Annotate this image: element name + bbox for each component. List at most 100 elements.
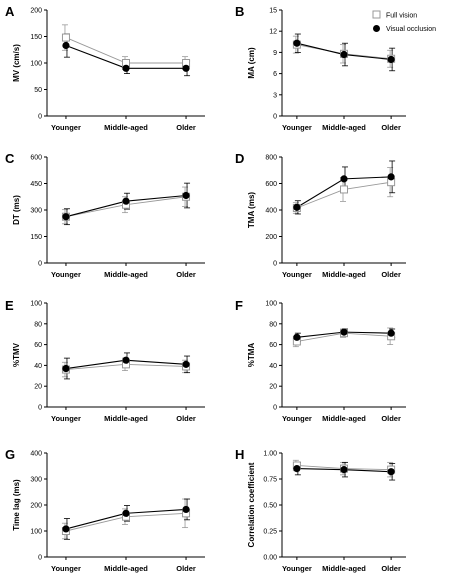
data-point-visual-occlusion [340,50,348,59]
legend-label-full-vision: Full vision [386,13,417,20]
chart-panel-d: D 0 200 400 600 800 Younger Middle-aged Older TMA… [235,151,406,279]
x-tick-label: Middle-aged [322,123,366,132]
y-tick-label: 0 [38,261,42,268]
data-point-visual-occlusion [293,203,301,211]
y-axis-label: DT (ms) [12,195,21,225]
x-tick-label: Middle-aged [104,564,148,573]
data-point-visual-occlusion [62,364,70,373]
chart-panel-g: G 0 100 200 300 400 Younger Middle-aged Older Tim… [5,447,205,573]
y-tick-label: 20 [269,384,277,391]
y-tick-label: 100 [265,301,277,308]
data-point-visual-occlusion [182,360,190,368]
y-tick-label: 50 [34,87,42,94]
y-tick-label: 200 [30,8,42,15]
y-tick-label: 0.75 [263,477,277,484]
x-tick-label: Middle-aged [104,414,148,423]
panel-letter: D [235,151,244,166]
y-tick-label: 0 [273,405,277,412]
y-axis-label: Correlation coefficient [247,462,256,547]
y-tick-label: 15 [269,8,277,15]
y-tick-label: 600 [30,155,42,162]
data-point-visual-occlusion [293,333,301,341]
legend-marker-visual-occlusion [373,25,380,32]
y-tick-label: 3 [273,92,277,99]
data-point-visual-occlusion [62,525,70,533]
y-axis-label: MA (cm) [247,47,256,79]
data-point-visual-occlusion [122,197,130,205]
y-tick-label: 0 [273,261,277,268]
y-tick-label: 100 [30,529,42,536]
y-tick-label: 800 [265,155,277,162]
chart-panel-e: E 0 20 40 60 80 100 Younger Middle-aged Older %TMV [5,298,205,423]
x-tick-label: Middle-aged [104,123,148,132]
chart-panel-a: A 0 50 100 150 200 Younger Middle-aged Older MV (… [5,4,205,132]
chart-panel-c: C 0 150 300 450 600 Younger Middle-aged Older DT … [5,151,205,279]
data-point-visual-occlusion [340,175,348,183]
data-point-full-vision [61,33,70,42]
y-tick-label: 40 [34,363,42,370]
y-axis-label: MV (cm/s) [12,44,21,82]
legend: Full vision Visual occlusion [372,10,436,33]
y-tick-label: 40 [269,363,277,370]
y-tick-label: 150 [30,234,42,241]
x-tick-label: Younger [282,414,312,423]
x-tick-label: Older [381,414,401,423]
legend-marker-full-vision [372,10,381,19]
y-tick-label: 0 [38,405,42,412]
x-tick-label: Younger [282,123,312,132]
y-tick-label: 60 [269,342,277,349]
chart-panel-b: B 0 3 6 9 12 15 Younger Middle-aged Older MA (cm) [235,4,406,132]
x-tick-label: Middle-aged [322,564,366,573]
data-point-visual-occlusion [122,509,130,517]
x-tick-label: Middle-aged [322,414,366,423]
data-point-visual-occlusion [387,55,395,64]
y-tick-label: 0 [38,114,42,121]
panel-letter: F [235,298,243,313]
y-tick-label: 12 [269,29,277,36]
x-tick-label: Older [176,564,196,573]
panel-letter: B [235,4,244,19]
x-tick-label: Older [381,123,401,132]
data-point-visual-occlusion [387,173,395,181]
data-point-visual-occlusion [122,356,130,364]
x-tick-label: Younger [51,270,81,279]
y-tick-label: 100 [30,61,42,68]
x-tick-label: Younger [51,123,81,132]
x-tick-label: Younger [51,414,81,423]
chart-panel-h: H 0.00 0.25 0.50 0.75 1.00 Younger Middle-aged O… [235,447,406,573]
x-tick-label: Older [381,564,401,573]
y-tick-label: 80 [269,321,277,328]
y-tick-label: 60 [34,342,42,349]
data-point-visual-occlusion [387,329,395,337]
data-point-visual-occlusion [182,191,190,200]
data-point-visual-occlusion [62,213,70,221]
y-tick-label: 0 [273,114,277,121]
y-tick-label: 20 [34,384,42,391]
y-tick-label: 300 [30,208,42,215]
chart-panel-f: F 0 20 40 60 80 100 Younger Middle-aged Older %TMA [235,298,406,423]
y-tick-label: 0.50 [263,503,277,510]
y-tick-label: 150 [30,34,42,41]
x-tick-label: Older [381,270,401,279]
x-tick-label: Middle-aged [322,270,366,279]
panel-letter: E [5,298,14,313]
y-tick-label: 600 [265,181,277,188]
y-axis-label: %TMV [12,342,21,367]
data-point-full-vision [340,185,348,194]
data-point-visual-occlusion [62,41,70,50]
y-axis-label: Time lag (ms) [12,479,21,531]
y-tick-label: 200 [30,503,42,510]
data-point-visual-occlusion [293,39,301,47]
x-tick-label: Younger [282,270,312,279]
x-tick-label: Older [176,270,196,279]
data-point-visual-occlusion [387,468,395,476]
y-tick-label: 80 [34,321,42,328]
y-tick-label: 100 [30,301,42,308]
panel-letter: A [5,4,15,19]
y-tick-label: 0.25 [263,529,277,536]
panel-letter: C [5,151,15,166]
y-tick-label: 400 [265,208,277,215]
y-axis-label: %TMA [247,343,256,368]
y-tick-label: 0.00 [263,555,277,562]
